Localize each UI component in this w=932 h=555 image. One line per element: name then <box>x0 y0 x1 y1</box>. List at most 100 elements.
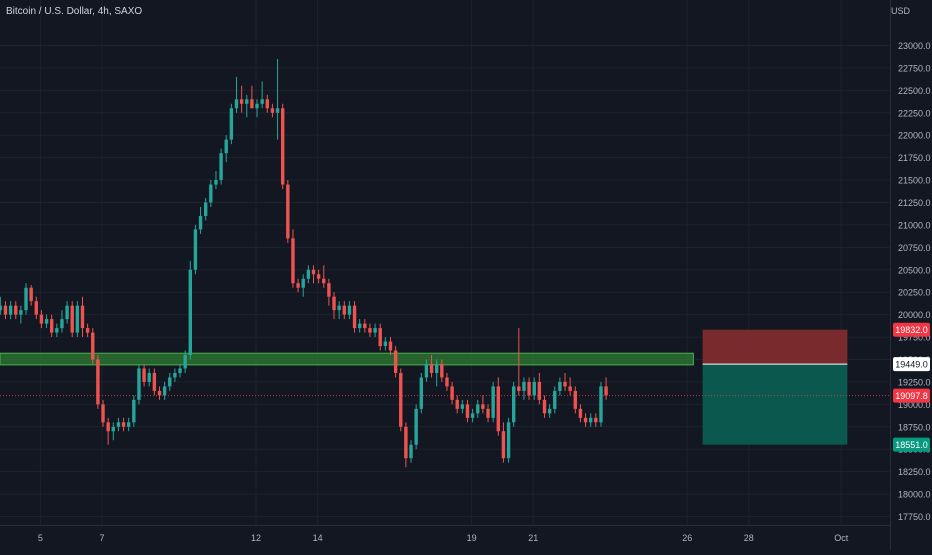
candle-body[interactable] <box>496 386 500 432</box>
candle-body[interactable] <box>450 386 454 400</box>
candle-body[interactable] <box>219 153 223 181</box>
candle-body[interactable] <box>465 404 470 418</box>
candle-body[interactable] <box>476 404 480 414</box>
candle-body[interactable] <box>306 269 311 279</box>
candle-body[interactable] <box>121 422 126 427</box>
candle-body[interactable] <box>352 305 357 329</box>
candle-body[interactable] <box>368 328 372 333</box>
candle-body[interactable] <box>537 381 542 400</box>
candle-body[interactable] <box>311 269 316 275</box>
candle-body[interactable] <box>55 328 59 333</box>
candle-body[interactable] <box>168 377 172 387</box>
candle-body[interactable] <box>255 103 259 109</box>
candle-body[interactable] <box>265 99 269 109</box>
candle-body[interactable] <box>481 404 485 409</box>
candle-body[interactable] <box>573 390 577 409</box>
candle-body[interactable] <box>60 319 64 329</box>
candle-body[interactable] <box>203 202 208 216</box>
candle-body[interactable] <box>532 381 536 396</box>
candle-body[interactable] <box>183 355 187 369</box>
candle-body[interactable] <box>49 319 54 333</box>
candle-body[interactable] <box>250 99 254 109</box>
candle-body[interactable] <box>14 305 18 315</box>
candle-body[interactable] <box>383 341 388 347</box>
candle-body[interactable] <box>224 139 228 154</box>
candle-body[interactable] <box>486 408 490 418</box>
candle-body[interactable] <box>547 408 552 414</box>
candle-body[interactable] <box>517 386 521 391</box>
candle-body[interactable] <box>101 404 105 423</box>
stop-loss-zone[interactable] <box>702 329 848 365</box>
candle-body[interactable] <box>373 328 377 333</box>
candle-body[interactable] <box>332 296 336 311</box>
candle-body[interactable] <box>378 328 382 347</box>
candle-body[interactable] <box>388 341 393 351</box>
candle-body[interactable] <box>583 417 588 423</box>
candle-body[interactable] <box>296 283 300 288</box>
candle-body[interactable] <box>522 381 526 391</box>
candle-body[interactable] <box>137 368 141 400</box>
candle-body[interactable] <box>399 372 403 427</box>
candle-body[interactable] <box>198 215 203 230</box>
candle-body[interactable] <box>24 287 28 311</box>
candle-body[interactable] <box>111 426 115 432</box>
candle-body[interactable] <box>3 305 8 315</box>
candle-body[interactable] <box>188 269 192 356</box>
candle-body[interactable] <box>342 305 346 315</box>
candle-body[interactable] <box>419 377 423 409</box>
candle-body[interactable] <box>594 417 598 423</box>
candle-body[interactable] <box>209 184 213 203</box>
take-profit-zone[interactable] <box>702 364 848 445</box>
candle-body[interactable] <box>70 305 74 333</box>
candle-body[interactable] <box>506 422 511 459</box>
candle-body[interactable] <box>286 184 290 239</box>
candle-body[interactable] <box>234 99 239 109</box>
candle-body[interactable] <box>75 305 80 333</box>
candle-body[interactable] <box>142 368 146 382</box>
candle-body[interactable] <box>44 319 49 324</box>
candle-body[interactable] <box>19 310 23 315</box>
candle-body[interactable] <box>239 99 244 104</box>
candle-body[interactable] <box>511 386 516 423</box>
candle-body[interactable] <box>322 278 326 284</box>
candle-body[interactable] <box>229 108 234 140</box>
candle-body[interactable] <box>126 422 131 427</box>
candle-body[interactable] <box>327 283 331 297</box>
candle-body[interactable] <box>39 314 44 324</box>
candle-body[interactable] <box>588 417 593 423</box>
candle-body[interactable] <box>214 180 218 185</box>
candle-body[interactable] <box>275 108 280 113</box>
candle-body[interactable] <box>445 377 449 387</box>
candle-body[interactable] <box>80 305 85 329</box>
candle-body[interactable] <box>65 305 69 320</box>
candle-body[interactable] <box>563 381 567 387</box>
candle-body[interactable] <box>152 372 157 391</box>
candle-body[interactable] <box>434 363 439 373</box>
candle-body[interactable] <box>106 422 110 432</box>
candle-body[interactable] <box>409 444 413 459</box>
candle-body[interactable] <box>414 408 418 445</box>
candle-body[interactable] <box>85 328 90 333</box>
candle-body[interactable] <box>178 368 182 373</box>
candle-body[interactable] <box>455 399 459 409</box>
candle-body[interactable] <box>393 350 398 373</box>
candle-body[interactable] <box>357 323 362 329</box>
candle-body[interactable] <box>193 229 198 270</box>
candle-body[interactable] <box>34 301 38 315</box>
candle-body[interactable] <box>147 372 151 382</box>
candle-body[interactable] <box>578 408 583 418</box>
candle-body[interactable] <box>542 399 547 414</box>
candle-body[interactable] <box>0 305 3 311</box>
candle-body[interactable] <box>501 431 506 459</box>
candle-body[interactable] <box>404 426 408 459</box>
candle-body[interactable] <box>347 305 352 315</box>
candle-body[interactable] <box>96 359 100 405</box>
candle-body[interactable] <box>301 278 305 288</box>
candle-body[interactable] <box>553 390 557 409</box>
candle-body[interactable] <box>470 413 475 418</box>
candle-body[interactable] <box>260 99 264 104</box>
candle-body[interactable] <box>429 363 434 373</box>
candle-body[interactable] <box>173 372 177 378</box>
